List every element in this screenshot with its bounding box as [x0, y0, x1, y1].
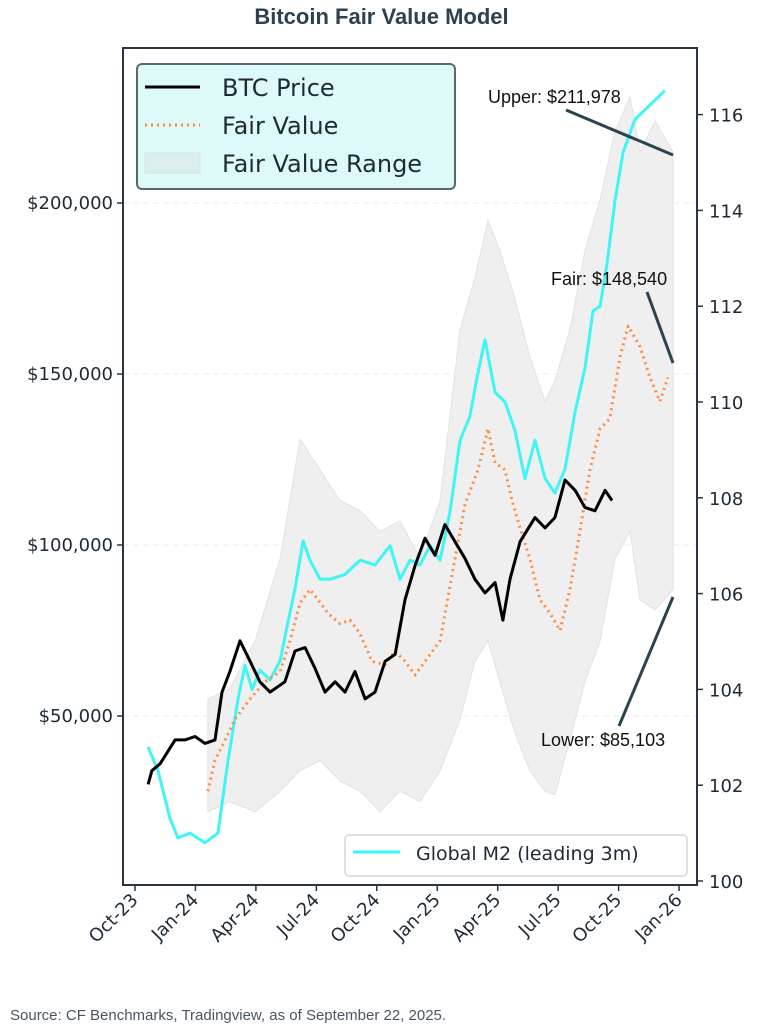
- chart-title: Bitcoin Fair Value Model: [254, 4, 509, 29]
- x-tick-label: Jul-24: [272, 890, 324, 942]
- annotations: Upper: $211,978 Fair: $148,540 Lower: $85,…: [488, 87, 675, 750]
- btc-price-line: [146, 478, 614, 785]
- y-tick-label: $150,000: [27, 364, 113, 385]
- y2-tick-label: 104: [709, 680, 743, 701]
- x-tick-label: Jan-25: [389, 890, 445, 946]
- y2-tick-label: 100: [709, 872, 743, 893]
- band-layer: [207, 95, 674, 813]
- y2-tick-label: 116: [709, 106, 743, 127]
- y2-tick-label: 110: [709, 393, 743, 414]
- y-tick-label: $50,000: [39, 706, 113, 727]
- y2-tick-label: 112: [709, 297, 743, 318]
- legend-box: [136, 63, 456, 190]
- legend2-label-m2: Global M2 (leading 3m): [416, 843, 639, 865]
- x-tick-label: Jan-24: [147, 890, 203, 946]
- legend-label-range: Fair Value Range: [222, 150, 422, 178]
- y-tick-label: $200,000: [27, 193, 113, 214]
- legend-m2: Global M2 (leading 3m): [344, 834, 688, 877]
- source-note: Source: CF Benchmarks, Tradingview, as o…: [10, 1007, 447, 1024]
- x-tick-label: Oct-25: [568, 890, 626, 948]
- annotation-line-fair: [645, 291, 675, 364]
- x-tick-label: Oct-23: [85, 890, 143, 948]
- y-tick-label: $100,000: [27, 535, 113, 556]
- x-tick-label: Apr-24: [207, 890, 264, 947]
- x-tick-label: Jul-25: [514, 890, 566, 942]
- annotation-line-upper: [565, 108, 674, 157]
- x-tick-label: Jan-26: [631, 890, 687, 946]
- annotation-line-lower: [617, 596, 675, 727]
- y2-tick-label: 114: [709, 201, 743, 222]
- series-layer: [146, 89, 670, 845]
- legend2-box: [344, 834, 688, 877]
- x-axis: Oct-23 Jan-24 Apr-24 Jul-24 Oct-24 Jan-25 Apr-…: [85, 885, 687, 947]
- legend: BTC Price Fair Value Fair Value Range: [136, 63, 456, 190]
- x-tick-label: Apr-25: [448, 890, 505, 947]
- annotation-lower: Lower: $85,103: [541, 730, 665, 750]
- legend-swatch-range: [144, 152, 201, 174]
- y2-tick-label: 108: [709, 489, 743, 510]
- y2-tick-label: 106: [709, 585, 743, 606]
- plot-frame: [122, 47, 698, 886]
- y-axis-right: 100 102 104 106 108 110 112 114 116: [697, 106, 743, 893]
- legend-label-fair: Fair Value: [222, 112, 338, 140]
- x-tick-label: Oct-24: [327, 890, 385, 948]
- fair-value-range-band: [207, 95, 674, 813]
- annotation-upper: Upper: $211,978: [488, 87, 621, 107]
- annotation-fair: Fair: $148,540: [551, 269, 667, 289]
- y2-tick-label: 102: [709, 776, 743, 797]
- fair-value-line: [206, 324, 670, 792]
- y-axis-left: $50,000 $100,000 $150,000 $200,000: [27, 193, 123, 727]
- legend-label-btc: BTC Price: [222, 74, 335, 102]
